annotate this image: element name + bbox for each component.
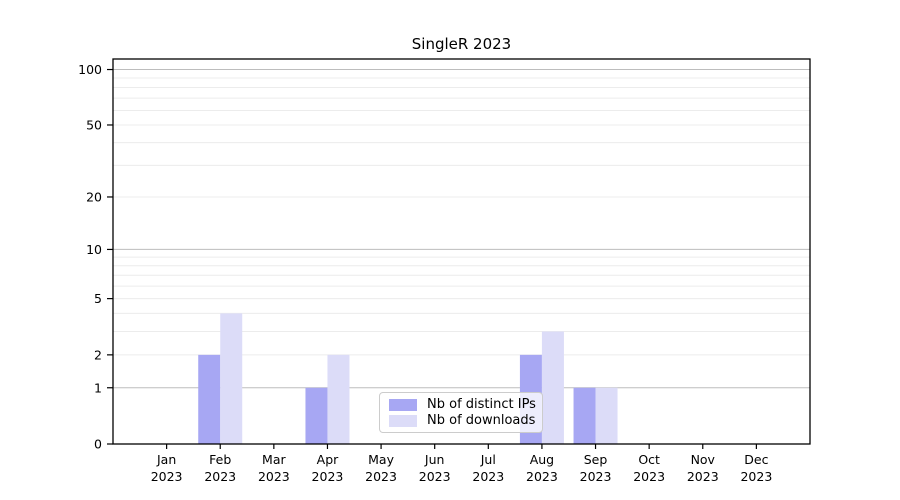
x-tick-label: Dec 2023	[740, 452, 772, 484]
x-tick-label: Mar 2023	[258, 452, 290, 484]
legend: Nb of distinct IPs Nb of downloads	[379, 392, 543, 433]
bar-distinct-ips-feb	[198, 354, 221, 444]
y-tick-label: 50	[86, 117, 102, 132]
x-tick-label: Feb 2023	[204, 452, 236, 484]
x-tick-label: May 2023	[365, 452, 397, 484]
legend-swatch-distinct-ips	[389, 398, 417, 411]
x-tick-label: Sep 2023	[580, 452, 612, 484]
bar-downloads-aug	[541, 331, 564, 444]
y-tick-label: 1	[94, 380, 102, 395]
x-tick-label: Apr 2023	[312, 452, 344, 484]
bar-downloads-feb	[220, 313, 243, 444]
bar-distinct-ips-apr	[305, 387, 328, 444]
y-tick-label: 2	[94, 347, 102, 362]
y-tick-label: 5	[94, 291, 102, 306]
chart-title: SingleR 2023	[411, 35, 512, 53]
y-tick-label: 10	[86, 242, 102, 257]
bar-downloads-apr	[327, 354, 350, 444]
y-tick-label: 20	[86, 189, 102, 204]
legend-swatch-downloads	[389, 414, 417, 427]
plot-border	[112, 58, 811, 445]
x-tick-label: Oct 2023	[633, 452, 665, 484]
x-tick-label: Nov 2023	[687, 452, 719, 484]
x-tick-label: Jul 2023	[472, 452, 504, 484]
y-tick-label: 100	[78, 62, 102, 77]
x-tick-label: Jan 2023	[151, 452, 183, 484]
legend-label-distinct-ips: Nb of distinct IPs	[427, 397, 536, 412]
bar-downloads-sep	[595, 387, 618, 444]
x-tick-label: Aug 2023	[526, 452, 558, 484]
legend-label-downloads: Nb of downloads	[427, 413, 536, 428]
y-tick-label: 0	[94, 437, 102, 452]
bar-distinct-ips-sep	[573, 387, 596, 444]
legend-row-downloads: Nb of downloads	[389, 413, 536, 428]
legend-row-distinct-ips: Nb of distinct IPs	[389, 397, 536, 412]
x-tick-label: Jun 2023	[419, 452, 451, 484]
